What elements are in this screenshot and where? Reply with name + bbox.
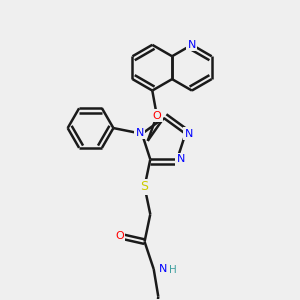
Text: O: O: [115, 231, 124, 241]
Text: N: N: [188, 40, 196, 50]
Text: N: N: [176, 154, 185, 164]
Text: N: N: [159, 264, 167, 274]
Text: O: O: [152, 111, 161, 121]
Text: N: N: [185, 129, 193, 139]
Text: S: S: [141, 180, 148, 193]
Text: N: N: [136, 128, 144, 138]
Text: H: H: [169, 265, 177, 275]
